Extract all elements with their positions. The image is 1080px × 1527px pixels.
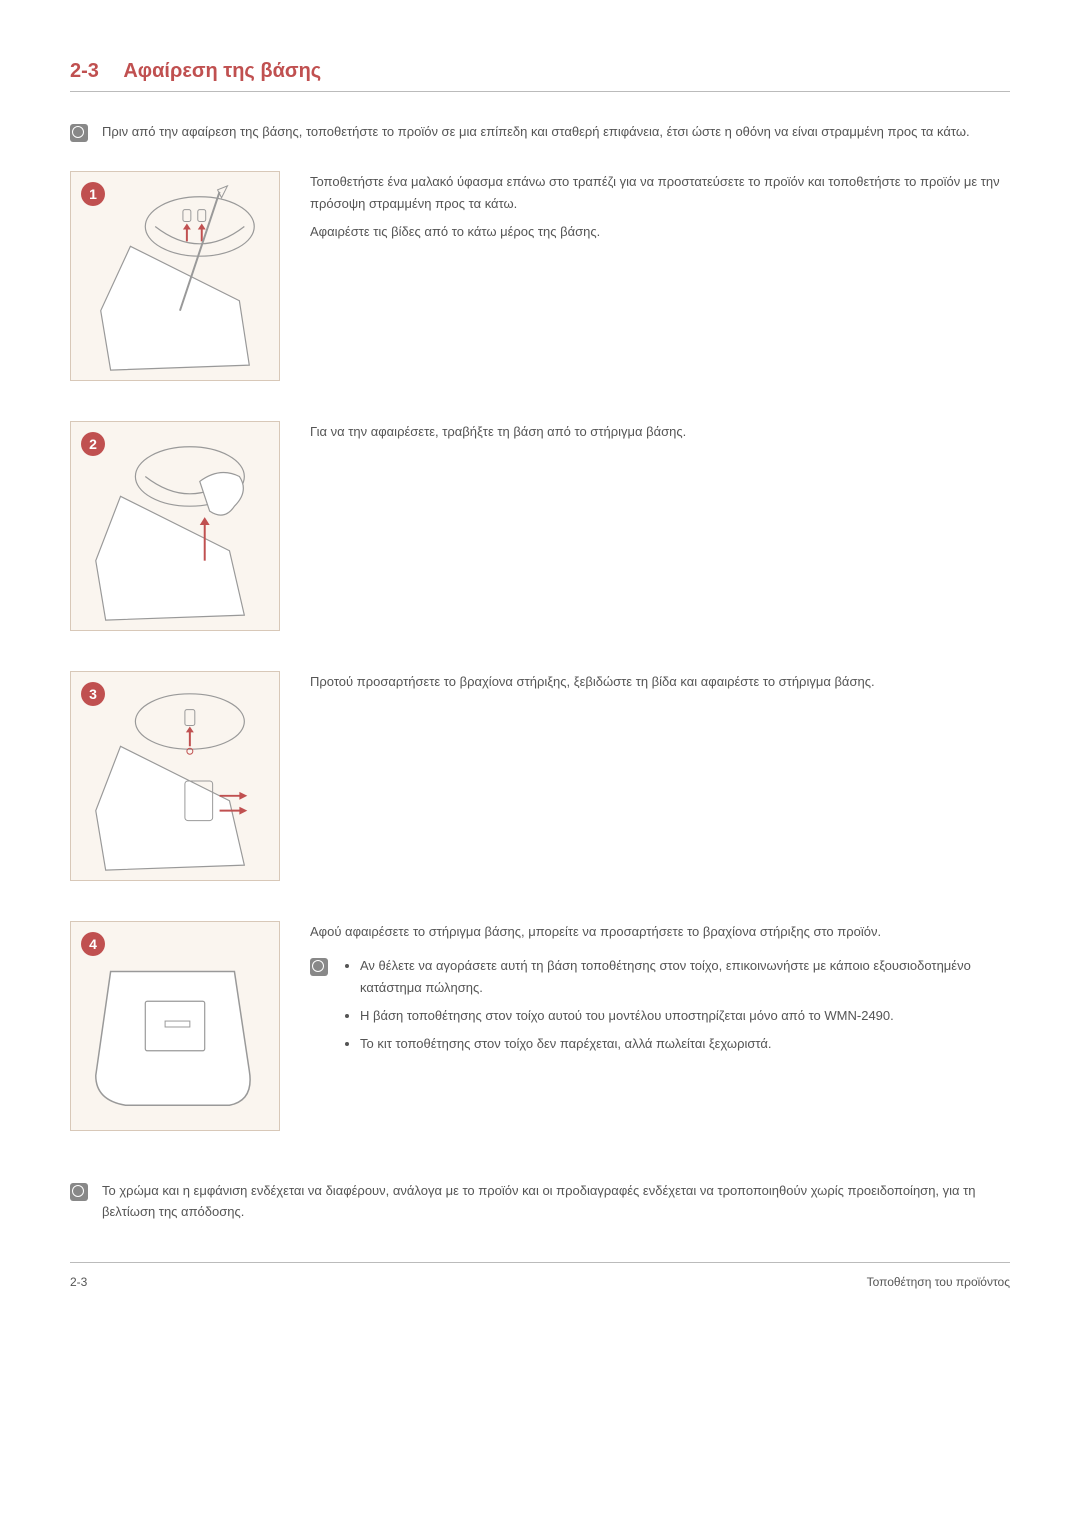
sub-bullet: Η βάση τοποθέτησης στον τοίχο αυτού του … [360, 1005, 1010, 1027]
footer-note-text: Το χρώμα και η εμφάνιση ενδέχεται να δια… [102, 1181, 1010, 1223]
intro-note: Πριν από την αφαίρεση της βάσης, τοποθετ… [70, 122, 1010, 143]
step-text: Αφού αφαιρέσετε το στήριγμα βάσης, μπορε… [310, 921, 1010, 1061]
step-image-4: 4 [70, 921, 280, 1131]
sub-bullet: Αν θέλετε να αγοράσετε αυτή τη βάση τοπο… [360, 955, 1010, 999]
illustration-2 [71, 422, 279, 630]
step-row: 1 Τοποθετήστε ένα μαλακό ύφασμα επάνω στ… [70, 171, 1010, 381]
step-row: 4 Αφού αφαιρέσετε το στήριγμα βάσης, μπο… [70, 921, 1010, 1131]
section-title: Αφαίρεση της βάσης [123, 60, 321, 82]
step-paragraph: Αφού αφαιρέσετε το στήριγμα βάσης, μπορε… [310, 921, 1010, 943]
illustration-1 [71, 172, 279, 380]
illustration-3 [71, 672, 279, 880]
section-number: 2-3 [70, 60, 99, 82]
intro-note-text: Πριν από την αφαίρεση της βάσης, τοποθετ… [102, 122, 970, 143]
sub-bullet: Το κιτ τοποθέτησης στον τοίχο δεν παρέχε… [360, 1033, 1010, 1055]
section-header: 2-3 Αφαίρεση της βάσης [70, 60, 1010, 92]
step-image-1: 1 [70, 171, 280, 381]
sub-bullet-list: Αν θέλετε να αγοράσετε αυτή τη βάση τοπο… [342, 955, 1010, 1061]
note-icon [70, 1183, 88, 1201]
step-image-2: 2 [70, 421, 280, 631]
step-paragraph: Για να την αφαιρέσετε, τραβήξτε τη βάση … [310, 421, 1010, 443]
step-row: 3 Προτού προσαρτήσετε το βραχίονα στήριξ… [70, 671, 1010, 881]
step-text: Τοποθετήστε ένα μαλακό ύφασμα επάνω στο … [310, 171, 1010, 249]
step-text: Προτού προσαρτήσετε το βραχίονα στήριξης… [310, 671, 1010, 699]
note-icon [310, 958, 328, 976]
step-image-3: 3 [70, 671, 280, 881]
footer-left: 2-3 [70, 1275, 87, 1289]
illustration-4 [71, 922, 279, 1130]
step-paragraph: Τοποθετήστε ένα μαλακό ύφασμα επάνω στο … [310, 171, 1010, 215]
step-paragraph: Προτού προσαρτήσετε το βραχίονα στήριξης… [310, 671, 1010, 693]
step-row: 2 Για να την αφαιρέσετε, τραβήξτε τη βάσ… [70, 421, 1010, 631]
footer-right: Τοποθέτηση του προϊόντος [867, 1275, 1010, 1289]
step-text: Για να την αφαιρέσετε, τραβήξτε τη βάση … [310, 421, 1010, 449]
footer-note: Το χρώμα και η εμφάνιση ενδέχεται να δια… [70, 1181, 1010, 1223]
page-footer: 2-3 Τοποθέτηση του προϊόντος [70, 1262, 1010, 1289]
step-sub-note: Αν θέλετε να αγοράσετε αυτή τη βάση τοπο… [310, 955, 1010, 1061]
step-paragraph: Αφαιρέστε τις βίδες από το κάτω μέρος τη… [310, 221, 1010, 243]
note-icon [70, 124, 88, 142]
